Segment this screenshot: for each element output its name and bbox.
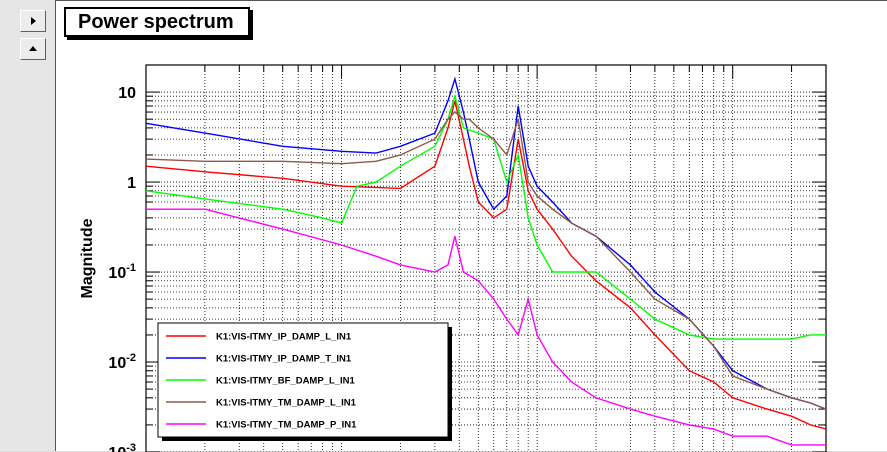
legend-label: K1:VIS-ITMY_TM_DAMP_P_IN1 [216, 420, 357, 431]
y-tick-label: 10 [118, 85, 136, 102]
chart: 10 1 10-1 10-2 10-3 Magnitude K1:VIS-ITMY_IP_D… [79, 64, 827, 452]
grid-lines [145, 64, 827, 452]
y-axis-label: Magnitude [79, 218, 96, 298]
series-line [146, 76, 826, 410]
y-tick-label: 10-1 [108, 262, 136, 282]
chart-title: Power spectrum [64, 7, 250, 37]
legend-label: K1:VIS-ITMY_IP_DAMP_T_IN1 [216, 354, 352, 365]
arrow-up-icon [29, 46, 37, 51]
legend-label: K1:VIS-ITMY_BF_DAMP_L_IN1 [216, 376, 356, 387]
arrow-up-button[interactable] [20, 38, 46, 60]
arrow-right-icon [31, 17, 36, 25]
series-line [146, 208, 826, 446]
legend-label: K1:VIS-ITMY_IP_DAMP_L_IN1 [216, 332, 352, 343]
canvas-toolbar [0, 0, 55, 451]
arrow-right-button[interactable] [20, 10, 46, 32]
plot-canvas[interactable]: 10 1 10-1 10-2 10-3 Magnitude K1:VIS-ITMY_IP_D… [55, 0, 887, 452]
series-line [146, 100, 826, 430]
legend-label: K1:VIS-ITMY_TM_DAMP_L_IN1 [216, 398, 357, 409]
legend-box [157, 322, 449, 438]
y-tick-label: 10-2 [108, 352, 136, 372]
plot-frame [145, 64, 827, 452]
series-line [146, 93, 826, 340]
y-tick-label: 1 [127, 175, 136, 192]
y-tick-label: 10-3 [108, 442, 136, 452]
series-line [146, 111, 826, 410]
